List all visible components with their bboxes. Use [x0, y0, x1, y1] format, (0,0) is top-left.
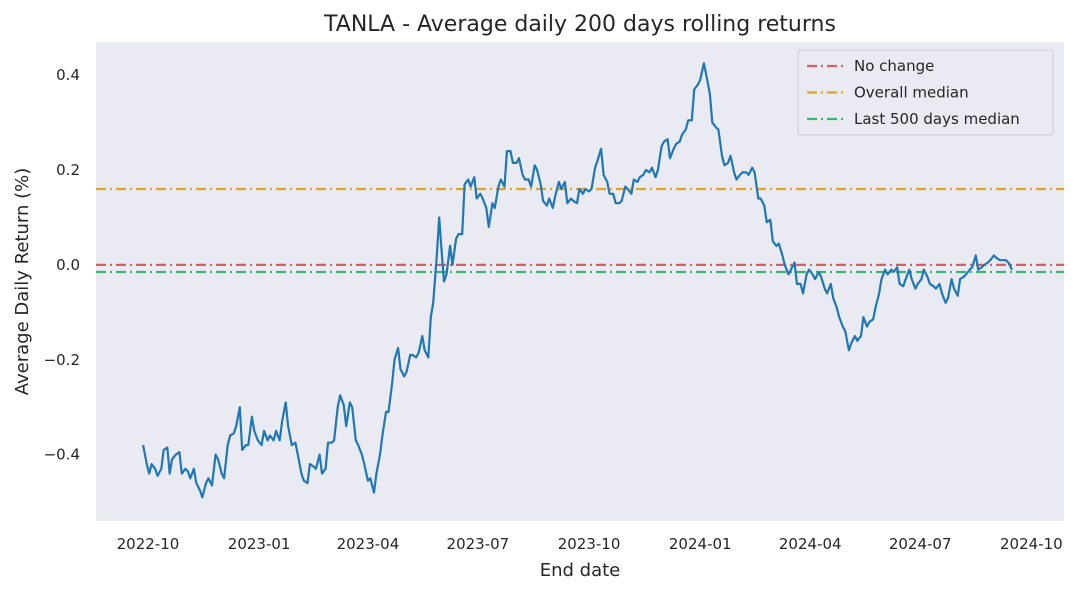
legend-entry-label: Overall median — [854, 84, 969, 102]
x-tick-label: 2024-04 — [779, 535, 842, 553]
legend-frame — [797, 49, 1054, 136]
legend-entry-label: Last 500 days median — [854, 110, 1020, 128]
x-tick-label: 2022-10 — [117, 535, 180, 553]
y-tick-label: 0.4 — [56, 66, 80, 84]
y-tick-label: 0.0 — [56, 256, 80, 274]
y-tick-label: 0.2 — [56, 161, 80, 179]
x-tick-label: 2024-01 — [669, 535, 732, 553]
y-tick-label: −0.4 — [44, 446, 80, 464]
y-tick-label: −0.2 — [44, 351, 80, 369]
x-tick-label: 2023-01 — [228, 535, 291, 553]
y-axis-ticks: −0.4 −0.2 0.0 0.2 0.4 — [44, 66, 80, 463]
series-layer — [142, 62, 1013, 499]
series-line — [142, 62, 1013, 499]
x-tick-label: 2023-07 — [447, 535, 510, 553]
x-axis-ticks: 2022-10 2023-01 2023-04 2023-07 2023-10 2024-… — [117, 535, 1063, 553]
legend: No change Overall median Last 500 days med… — [797, 49, 1054, 136]
x-tick-label: 2024-10 — [1000, 535, 1063, 553]
legend-entry-label: No change — [854, 57, 934, 75]
x-tick-label: 2024-07 — [889, 535, 952, 553]
x-tick-label: 2023-04 — [337, 535, 400, 553]
y-axis-label: Average Daily Return (%) — [12, 168, 33, 396]
chart-title: TANLA - Average daily 200 days rolling r… — [323, 12, 836, 37]
x-tick-label: 2023-10 — [558, 535, 621, 553]
x-axis-label: End date — [540, 560, 621, 581]
